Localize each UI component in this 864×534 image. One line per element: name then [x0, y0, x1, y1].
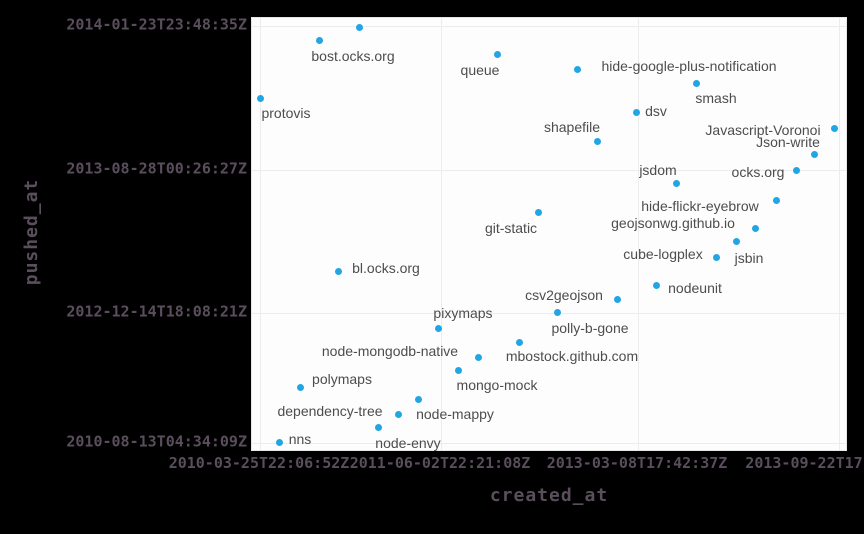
- data-point: [652, 281, 660, 289]
- data-point: [573, 65, 581, 73]
- x-tick-label: 2013-09-22T17: [745, 454, 863, 472]
- data-point: [454, 366, 462, 374]
- x-tick-label: 2011-06-02T22:21:08Z: [349, 454, 531, 472]
- data-point: [810, 150, 818, 158]
- data-point-label: polly-b-gone: [551, 320, 629, 336]
- data-point: [613, 295, 621, 303]
- data-point: [692, 79, 700, 87]
- data-point-label: queue: [460, 62, 500, 78]
- data-point: [374, 423, 382, 431]
- data-point: [315, 36, 323, 44]
- plot-area: [251, 17, 847, 451]
- data-point: [772, 196, 780, 204]
- data-point-label: mongo-mock: [456, 377, 538, 393]
- data-point-label: geojsonwg.github.io: [611, 215, 735, 231]
- data-point-label: dependency-tree: [277, 403, 383, 419]
- data-point-label: pixymaps: [433, 305, 493, 321]
- data-point-label: Json-write: [756, 134, 820, 150]
- data-point-label: csv2geojson: [525, 287, 603, 303]
- data-point: [751, 224, 759, 232]
- data-point: [672, 179, 680, 187]
- data-point: [296, 383, 304, 391]
- data-point: [256, 94, 264, 102]
- y-gridline: [252, 170, 846, 171]
- x-tick-label: 2013-03-08T17:42:37Z: [546, 454, 728, 472]
- data-point-label: nns: [288, 431, 312, 447]
- data-point-label: hide-flickr-eyebrow: [641, 198, 759, 214]
- data-point-label: git-static: [484, 220, 538, 236]
- data-point: [275, 438, 283, 446]
- data-point: [493, 50, 501, 58]
- data-point: [434, 324, 442, 332]
- data-point-label: hide-google-plus-notification: [601, 58, 777, 74]
- data-point: [632, 108, 640, 116]
- data-point-label: cube-logplex: [623, 246, 703, 262]
- x-tick-label: 2010-03-25T22:06:52Z: [168, 454, 350, 472]
- data-point: [712, 253, 720, 261]
- x-gridline: [839, 18, 840, 450]
- data-point-label: Javascript-Voronoi: [705, 122, 821, 138]
- y-tick-label: 2012-12-14T18:08:21Z: [66, 302, 247, 321]
- y-gridline: [252, 26, 846, 27]
- data-point-label: node-envy: [375, 435, 441, 451]
- data-point: [515, 338, 523, 346]
- data-point-label: polymaps: [312, 371, 372, 387]
- y-axis-title: pushed_at: [21, 178, 42, 286]
- y-gridline: [252, 443, 846, 444]
- data-point-label: smash: [695, 90, 737, 106]
- data-point: [334, 267, 342, 275]
- x-axis-title: created_at: [489, 485, 609, 506]
- data-point-label: jsbin: [734, 250, 764, 266]
- data-point: [534, 208, 542, 216]
- data-point-label: ocks.org: [731, 164, 785, 180]
- x-gridline: [638, 18, 639, 450]
- y-tick-label: 2014-01-23T23:48:35Z: [66, 15, 247, 34]
- data-point-label: node-mappy: [416, 406, 494, 422]
- data-point: [394, 410, 402, 418]
- data-point-label: node-mongodb-native: [321, 343, 459, 359]
- data-point-label: mbostock.github.com: [505, 348, 639, 364]
- data-point: [593, 137, 601, 145]
- y-tick-label: 2010-08-13T04:34:09Z: [66, 432, 247, 451]
- data-point: [792, 166, 800, 174]
- data-point: [732, 237, 740, 245]
- data-point-label: protovis: [261, 105, 311, 121]
- y-gridline: [252, 313, 846, 314]
- data-point: [414, 395, 422, 403]
- data-point-label: nodeunit: [668, 280, 722, 296]
- data-point-label: bl.ocks.org: [352, 260, 420, 276]
- x-gridline: [441, 18, 442, 450]
- data-point-label: dsv: [645, 103, 667, 119]
- data-point: [830, 124, 838, 132]
- data-point: [553, 308, 561, 316]
- data-point: [355, 23, 363, 31]
- y-tick-label: 2013-08-28T00:26:27Z: [66, 159, 247, 178]
- data-point-label: jsdom: [639, 162, 677, 178]
- x-gridline: [260, 18, 261, 450]
- data-point: [474, 353, 482, 361]
- data-point-label: bost.ocks.org: [311, 48, 395, 64]
- data-point-label: shapefile: [543, 119, 601, 135]
